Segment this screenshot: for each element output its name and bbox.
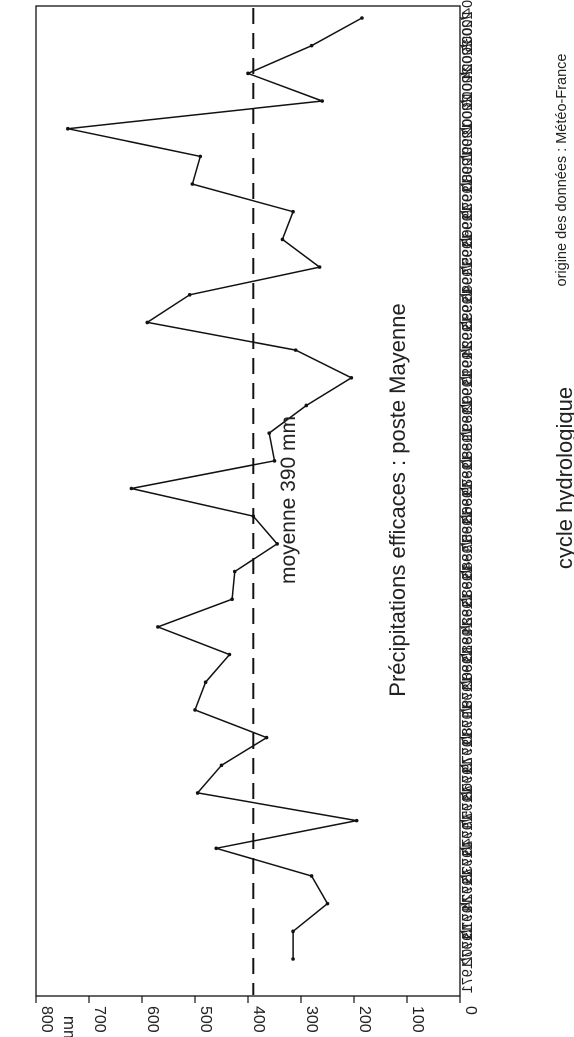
x-tick-label: 1991/1992 xyxy=(460,344,476,413)
chart-title: Précipitations efficaces : poste Mayenne xyxy=(385,303,410,696)
y-tick-label: 600 xyxy=(144,1006,161,1033)
data-point xyxy=(291,957,295,961)
x-tick-label: 2001/2002 xyxy=(460,67,476,136)
data-point xyxy=(227,652,232,657)
data-point xyxy=(354,818,359,823)
x-tick-label: 1975/1976 xyxy=(460,786,476,855)
x-tick-label: 1982/1983 xyxy=(460,593,476,662)
data-point xyxy=(214,846,218,851)
data-point xyxy=(267,431,272,435)
x-tick-label: 1981/1982 xyxy=(460,620,476,689)
x-tick-label: 1989/1990 xyxy=(460,399,476,468)
data-point xyxy=(272,459,277,463)
y-axis-ticks: 0 100 200 300 400 500 600 700 800 xyxy=(35,996,479,1033)
data-point xyxy=(309,874,314,878)
data-point xyxy=(203,680,208,685)
data-point xyxy=(309,43,314,48)
x-tick-label: 1992/1993 xyxy=(460,316,476,385)
data-point xyxy=(251,514,256,518)
x-tick-label: 1996/1997 xyxy=(460,205,476,274)
data-point xyxy=(275,542,279,546)
y-tick-label: 300 xyxy=(303,1006,320,1033)
x-tick-label: 1999/2000 xyxy=(460,122,476,191)
x-tick-label: 1972/1973 xyxy=(460,869,476,938)
data-point xyxy=(293,348,298,352)
x-tick-label: 1977/1978 xyxy=(460,731,476,800)
x-tick-label: 1997/1998 xyxy=(460,177,476,246)
x-tick-label: 1979/1980 xyxy=(460,676,476,745)
data-series xyxy=(66,16,364,961)
source-note: origine des données : Météo-France xyxy=(554,54,570,287)
data-point xyxy=(129,486,134,491)
data-point xyxy=(190,182,195,186)
x-tick-label: 2000/2001 xyxy=(460,94,476,163)
x-tick-label: 1984/1985 xyxy=(460,537,476,606)
data-point xyxy=(66,126,70,131)
x-tick-label: 2004/2005 xyxy=(460,0,476,52)
data-point xyxy=(325,901,330,906)
data-point xyxy=(232,569,237,574)
x-axis xyxy=(460,17,467,960)
mean-label: moyenne 390 mm xyxy=(277,416,300,584)
data-point xyxy=(230,597,234,602)
x-tick-label: 1973/1974 xyxy=(460,842,476,911)
data-point xyxy=(291,929,295,934)
x-tick-label: 1978/1979 xyxy=(460,703,476,772)
y-tick-label: 0 xyxy=(462,1006,479,1015)
data-point xyxy=(187,292,192,297)
y-axis-title: mm xyxy=(60,1016,79,1037)
x-tick-label: 1985/1986 xyxy=(460,510,476,579)
x-tick-label: 1986/1987 xyxy=(460,482,476,551)
data-point xyxy=(360,16,364,20)
data-point xyxy=(349,375,354,380)
y-tick-label: 800 xyxy=(38,1006,55,1033)
x-tick-label: 2002/2003 xyxy=(460,39,476,108)
y-tick-label: 100 xyxy=(409,1006,426,1033)
x-tick-label: 1976/1977 xyxy=(460,759,476,828)
x-tick-label: 1994/1995 xyxy=(460,260,476,329)
x-tick-label: 1983/1984 xyxy=(460,565,476,634)
x-tick-label: 1980/1981 xyxy=(460,648,476,717)
data-point xyxy=(291,209,295,214)
data-point xyxy=(246,71,250,76)
x-tick-label: 1987/1988 xyxy=(460,454,476,523)
data-point xyxy=(264,735,269,740)
x-tick-label: 1995/1996 xyxy=(460,233,476,302)
x-tick-label: 2003/2004 xyxy=(460,11,476,80)
x-axis-title: cycle hydrologique xyxy=(552,387,574,569)
data-point xyxy=(193,708,197,712)
y-tick-label: 400 xyxy=(250,1006,267,1033)
x-tick-label: 1970/1971 xyxy=(460,925,476,994)
data-point xyxy=(280,237,285,242)
x-tick-label: 1990/1991 xyxy=(460,371,476,440)
data-point xyxy=(198,154,203,159)
data-point xyxy=(304,403,309,408)
data-point xyxy=(320,99,325,103)
x-tick-label: 1998/1999 xyxy=(460,150,476,219)
y-tick-label: 200 xyxy=(356,1006,373,1033)
x-tick-label: 1971/1972 xyxy=(460,897,476,966)
data-point xyxy=(145,320,150,325)
series-line xyxy=(67,17,363,959)
y-tick-label: 500 xyxy=(197,1006,214,1033)
data-point xyxy=(317,265,322,269)
category-labels: 1970/19711971/19721972/19731973/19741974… xyxy=(460,0,476,993)
x-tick-label: 1974/1975 xyxy=(460,814,476,883)
data-point xyxy=(219,763,224,768)
data-point xyxy=(156,625,160,629)
data-point xyxy=(195,791,200,795)
x-tick-label: 1988/1989 xyxy=(460,427,476,496)
x-tick-label: 1993/1994 xyxy=(460,288,476,357)
y-tick-label: 700 xyxy=(91,1006,108,1033)
